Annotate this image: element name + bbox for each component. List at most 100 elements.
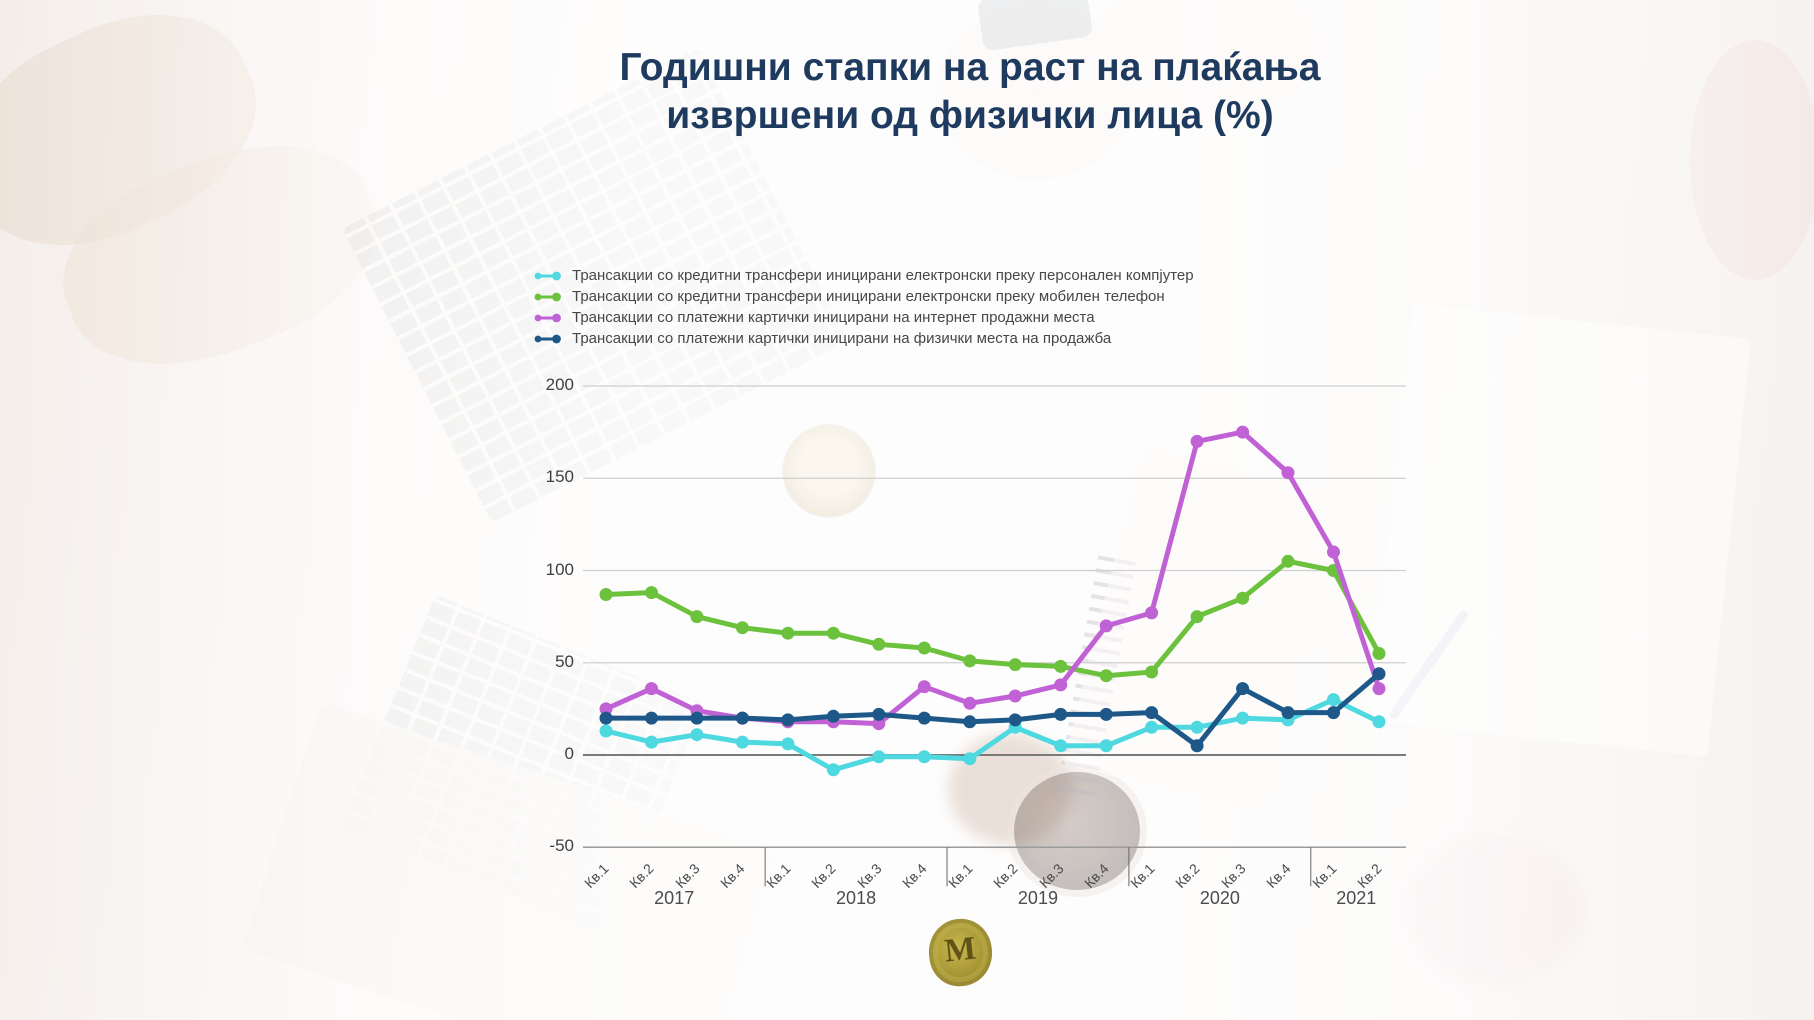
data-point xyxy=(1190,739,1204,753)
x-axis-year-label: 2017 xyxy=(654,888,695,908)
legend-label: Трансакции со платежни картички инициран… xyxy=(572,330,1112,347)
series-1 xyxy=(599,554,1386,683)
data-point xyxy=(599,724,613,738)
data-point xyxy=(1145,720,1159,734)
data-point xyxy=(1372,647,1386,660)
series-3 xyxy=(599,667,1386,753)
chart-title: Годишни стапки на раст на плаќања изврше… xyxy=(420,44,1520,140)
data-point xyxy=(1099,707,1113,721)
y-axis-label: -50 xyxy=(549,836,574,856)
data-point xyxy=(690,610,704,624)
data-point xyxy=(826,626,840,640)
x-axis-year-label: 2021 xyxy=(1336,888,1377,908)
data-point xyxy=(1190,720,1204,734)
legend-item: Трансакции со кредитни трансфери иницира… xyxy=(533,267,1194,284)
data-point xyxy=(735,711,749,725)
data-point xyxy=(1054,739,1068,753)
data-point xyxy=(917,641,931,655)
data-point xyxy=(599,711,613,725)
legend-item: Трансакции со платежни картички инициран… xyxy=(533,309,1194,326)
data-point xyxy=(645,735,658,749)
data-point xyxy=(599,588,613,601)
data-point xyxy=(917,750,931,764)
y-axis-label: 0 xyxy=(564,744,574,763)
x-axis-year-label: 2020 xyxy=(1199,888,1240,908)
data-point xyxy=(1281,706,1295,720)
legend-label: Трансакции со платежни картички инициран… xyxy=(572,309,1095,326)
data-point xyxy=(1327,545,1340,559)
gridlines xyxy=(583,385,1406,848)
data-point xyxy=(872,717,886,731)
data-point xyxy=(1054,659,1068,673)
data-point xyxy=(1372,667,1386,681)
data-point xyxy=(872,637,886,651)
data-point xyxy=(645,586,658,600)
data-point xyxy=(1236,711,1250,725)
seal-letter: М xyxy=(942,930,978,970)
data-point xyxy=(1281,466,1295,480)
x-axis-year-label: 2018 xyxy=(836,888,877,908)
data-point xyxy=(1008,713,1022,727)
chart-legend: Трансакции со кредитни трансфери иницира… xyxy=(533,267,1194,347)
legend-line-marker-icon xyxy=(534,334,561,343)
data-point xyxy=(1281,554,1295,568)
data-point xyxy=(1190,434,1204,448)
background-cookie-photo xyxy=(948,733,1073,845)
y-axis-label: 150 xyxy=(545,467,574,487)
data-point xyxy=(1099,669,1113,683)
data-point xyxy=(1372,715,1386,729)
x-axis-quarter-label: Кв.1 xyxy=(581,860,612,891)
data-point xyxy=(872,707,886,721)
data-point xyxy=(1372,682,1386,696)
data-point xyxy=(826,709,840,723)
series-line xyxy=(603,558,1382,679)
y-axis-label: 100 xyxy=(545,559,574,579)
data-point xyxy=(917,680,931,694)
chart-title-line2: извршени од физички лица (%) xyxy=(666,94,1274,137)
data-point xyxy=(963,715,977,729)
data-point xyxy=(1327,693,1340,707)
x-axis-quarter-label: Кв.1 xyxy=(762,860,794,891)
data-point xyxy=(735,735,749,749)
legend-item: Трансакции со кредитни трансфери иницира… xyxy=(533,288,1194,305)
data-point xyxy=(826,763,840,777)
data-point xyxy=(1099,619,1113,633)
data-point xyxy=(1236,591,1250,605)
data-point xyxy=(599,702,613,716)
data-point xyxy=(917,711,931,725)
data-point xyxy=(1145,606,1159,620)
data-point xyxy=(735,621,749,635)
data-point xyxy=(1008,658,1022,672)
data-point xyxy=(1327,706,1340,720)
data-point xyxy=(1054,707,1068,721)
chart-title-line1: Годишни стапки на раст на плаќања xyxy=(619,46,1321,89)
year-separators xyxy=(764,847,1312,887)
data-point xyxy=(1236,682,1250,696)
data-point xyxy=(1008,689,1022,703)
data-point xyxy=(963,654,977,668)
data-point xyxy=(1054,678,1068,692)
y-axis-label: 200 xyxy=(545,375,574,394)
data-point xyxy=(963,696,977,710)
data-point xyxy=(645,682,658,696)
data-point xyxy=(781,713,795,727)
data-point xyxy=(872,750,886,764)
legend-label: Трансакции со кредитни трансфери иницира… xyxy=(572,288,1165,305)
data-point xyxy=(1099,739,1113,753)
legend-line-marker-icon xyxy=(534,313,561,322)
y-axis-label: 50 xyxy=(555,651,574,671)
data-point xyxy=(690,711,704,725)
series-line xyxy=(603,671,1382,749)
legend-line-marker-icon xyxy=(534,292,561,301)
data-point xyxy=(1190,610,1204,624)
data-point xyxy=(690,728,704,742)
background-coffee-cup-photo xyxy=(1014,772,1140,890)
data-point xyxy=(1236,425,1250,439)
data-point xyxy=(781,737,795,751)
legend-line-marker-icon xyxy=(534,271,561,280)
series-line xyxy=(603,697,1382,773)
series-0 xyxy=(599,693,1386,777)
